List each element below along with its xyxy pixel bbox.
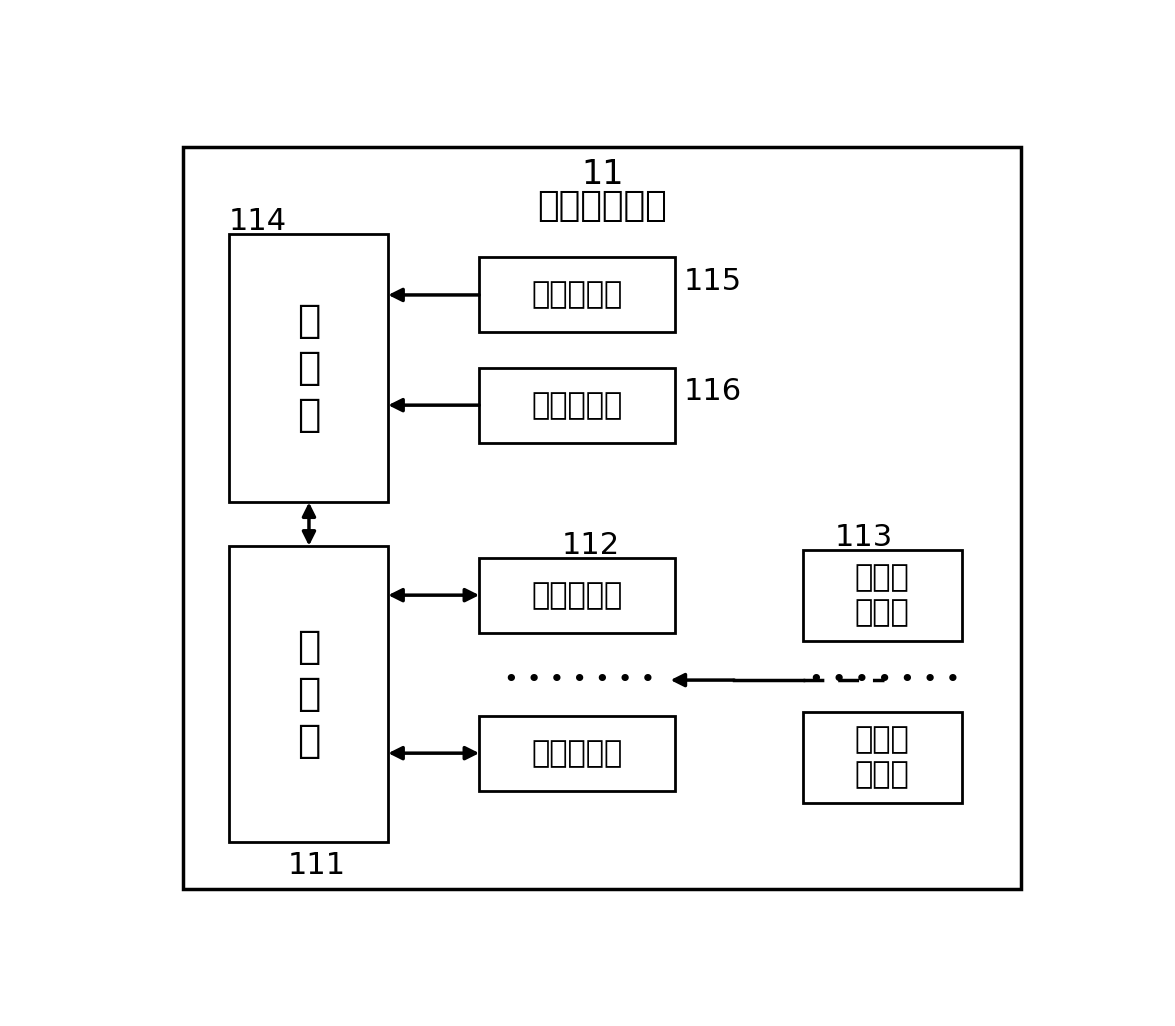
Bar: [479, 368, 674, 443]
Text: 局
域
网: 局 域 网: [297, 628, 321, 760]
Bar: [229, 234, 388, 503]
Text: 115: 115: [684, 267, 743, 295]
Text: 服
务
器: 服 务 器: [297, 302, 321, 434]
Text: 111: 111: [288, 852, 347, 880]
Bar: [803, 550, 962, 640]
Bar: [479, 716, 674, 791]
Text: 移动控
制终端: 移动控 制终端: [855, 724, 909, 790]
Text: 113: 113: [834, 523, 893, 552]
Text: 无线接入点: 无线接入点: [531, 581, 623, 609]
Text: 114: 114: [229, 207, 287, 236]
Bar: [479, 558, 674, 633]
Text: 112: 112: [562, 531, 619, 560]
Text: 全景摄像头: 全景摄像头: [531, 280, 623, 310]
Text: 艵端控制单元: 艵端控制单元: [537, 189, 667, 223]
Bar: [803, 712, 962, 802]
Text: 11: 11: [580, 158, 624, 191]
Bar: [479, 258, 674, 332]
Text: 无线接入点: 无线接入点: [531, 739, 623, 767]
Text: 116: 116: [684, 378, 743, 406]
Text: 移动控
制终端: 移动控 制终端: [855, 562, 909, 628]
Bar: [229, 546, 388, 842]
Text: • • • • • • •: • • • • • • •: [808, 668, 960, 693]
Text: 水下摄像头: 水下摄像头: [531, 391, 623, 420]
Text: • • • • • • •: • • • • • • •: [504, 668, 654, 693]
